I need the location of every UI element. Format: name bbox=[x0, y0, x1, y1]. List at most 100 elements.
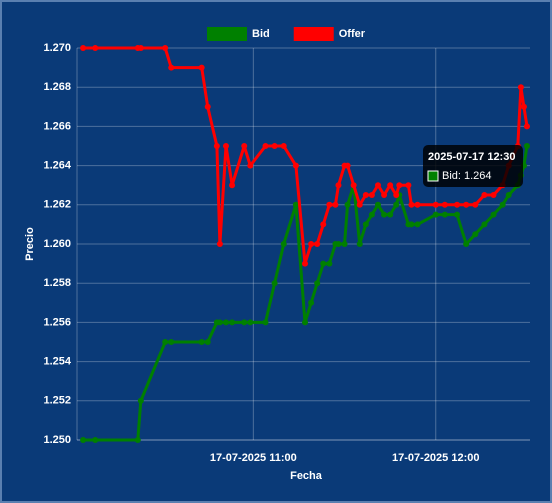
data-point bbox=[168, 339, 175, 345]
data-point bbox=[374, 182, 381, 189]
legend-swatch bbox=[293, 27, 334, 41]
data-point bbox=[308, 299, 315, 306]
data-point bbox=[499, 201, 506, 208]
data-point bbox=[271, 143, 278, 149]
data-point bbox=[393, 201, 400, 208]
data-point bbox=[432, 201, 439, 208]
data-point bbox=[241, 143, 248, 149]
data-point bbox=[320, 221, 327, 228]
data-point bbox=[393, 192, 400, 198]
data-point bbox=[292, 201, 299, 208]
y-tick-label: 1.266 bbox=[43, 120, 71, 132]
data-point bbox=[280, 143, 287, 149]
x-tick-label: 17-07-2025 11:00 bbox=[210, 452, 297, 464]
data-point bbox=[374, 201, 381, 208]
y-tick-label: 1.258 bbox=[43, 277, 71, 289]
data-point bbox=[350, 182, 357, 189]
data-point bbox=[302, 260, 309, 267]
data-point bbox=[381, 211, 388, 218]
data-point bbox=[472, 231, 479, 238]
data-point bbox=[396, 182, 403, 189]
data-point bbox=[326, 201, 333, 208]
data-point bbox=[414, 201, 421, 208]
y-tick-label: 1.270 bbox=[43, 42, 71, 54]
data-point bbox=[332, 201, 339, 208]
data-point bbox=[335, 182, 342, 189]
data-point bbox=[344, 201, 351, 208]
data-point bbox=[198, 339, 205, 345]
data-point bbox=[198, 64, 205, 71]
data-point bbox=[216, 319, 223, 326]
data-point bbox=[387, 211, 394, 218]
data-point bbox=[405, 182, 412, 189]
tooltip-label: Bid: 1.264 bbox=[442, 170, 492, 182]
tooltip: 2025-07-17 12:30 Bid: 1.264 bbox=[423, 145, 523, 187]
data-point bbox=[472, 201, 479, 208]
data-point bbox=[314, 241, 321, 247]
data-point bbox=[505, 192, 512, 198]
legend-label: Bid bbox=[252, 28, 270, 40]
data-point bbox=[362, 221, 369, 228]
data-point bbox=[204, 339, 211, 345]
y-axis-title: Precio bbox=[24, 227, 36, 261]
data-point bbox=[137, 45, 144, 51]
data-point bbox=[408, 221, 415, 228]
y-tick-label: 1.260 bbox=[43, 238, 71, 250]
data-point bbox=[137, 397, 144, 404]
data-point bbox=[454, 201, 461, 208]
data-point bbox=[168, 64, 175, 71]
y-tick-label: 1.250 bbox=[43, 434, 71, 446]
data-point bbox=[481, 221, 488, 228]
data-point bbox=[441, 211, 448, 218]
data-point bbox=[222, 319, 229, 326]
data-point bbox=[80, 45, 87, 51]
data-point bbox=[454, 211, 461, 218]
data-point bbox=[213, 143, 220, 149]
data-point bbox=[271, 280, 278, 287]
data-point bbox=[222, 143, 229, 149]
data-point bbox=[517, 84, 524, 91]
data-point bbox=[481, 192, 488, 198]
y-tick-label: 1.254 bbox=[43, 356, 71, 368]
data-point bbox=[302, 319, 309, 326]
data-point bbox=[356, 241, 363, 247]
data-point bbox=[344, 162, 351, 169]
data-point bbox=[356, 201, 363, 208]
data-point bbox=[523, 143, 530, 149]
legend-label: Offer bbox=[339, 28, 366, 40]
legend-swatch bbox=[207, 27, 247, 41]
data-point bbox=[92, 437, 99, 443]
data-point bbox=[408, 201, 415, 208]
data-point bbox=[92, 45, 99, 51]
data-point bbox=[262, 319, 269, 326]
data-point bbox=[362, 192, 369, 198]
y-tick-label: 1.252 bbox=[43, 395, 71, 407]
data-point bbox=[229, 182, 236, 189]
data-point bbox=[432, 211, 439, 218]
data-point bbox=[387, 182, 394, 189]
data-point bbox=[368, 211, 375, 218]
data-point bbox=[520, 103, 527, 110]
tooltip-swatch bbox=[427, 170, 439, 182]
tooltip-box bbox=[423, 145, 523, 187]
data-point bbox=[292, 162, 299, 169]
data-point bbox=[441, 201, 448, 208]
data-point bbox=[463, 241, 470, 247]
data-point bbox=[414, 221, 421, 228]
data-point bbox=[241, 319, 248, 326]
tooltip-title: 2025-07-17 12:30 bbox=[428, 151, 515, 163]
data-point bbox=[162, 45, 169, 51]
data-point bbox=[381, 192, 388, 198]
data-point bbox=[490, 192, 497, 198]
data-point bbox=[320, 260, 327, 267]
data-point bbox=[308, 241, 315, 247]
data-point bbox=[368, 192, 375, 198]
y-tick-label: 1.256 bbox=[43, 316, 71, 328]
data-point bbox=[314, 280, 321, 287]
data-point bbox=[80, 437, 87, 443]
data-point bbox=[463, 201, 470, 208]
data-point bbox=[523, 123, 530, 130]
